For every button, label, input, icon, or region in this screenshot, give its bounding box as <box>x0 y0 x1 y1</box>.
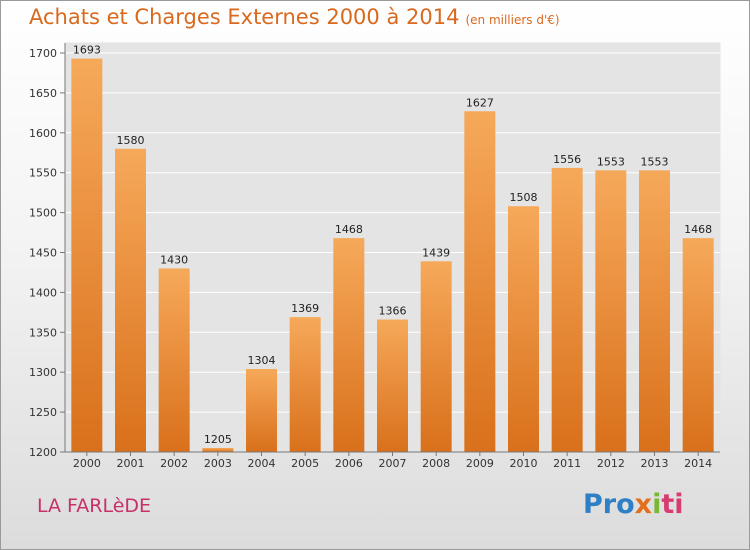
data-label: 1304 <box>248 354 276 367</box>
data-label: 1369 <box>291 302 319 315</box>
x-tick-label: 2006 <box>335 457 363 470</box>
y-tick-label: 1550 <box>29 167 57 180</box>
x-tick-label: 2002 <box>160 457 188 470</box>
bar <box>682 238 714 452</box>
y-tick-label: 1250 <box>29 406 57 419</box>
data-label: 1468 <box>684 223 712 236</box>
bar <box>71 58 103 452</box>
x-tick-label: 2011 <box>553 457 581 470</box>
data-label: 1580 <box>117 134 145 147</box>
x-tick-label: 2010 <box>510 457 538 470</box>
data-label: 1430 <box>160 253 188 266</box>
data-label: 1553 <box>641 155 669 168</box>
data-label: 1627 <box>466 96 494 109</box>
bar <box>551 167 583 453</box>
logo-part: i <box>652 489 662 520</box>
chart-title-text: Achats et Charges Externes 2000 à 2014 <box>29 5 460 29</box>
y-axis: 1200 1250 1300 1350 1400 1450 1500 1550 1600 1650… <box>29 43 66 459</box>
proxiti-logo: Proxiti <box>583 489 684 520</box>
bar <box>246 369 277 452</box>
x-tick-label: 2007 <box>379 457 407 470</box>
y-tick-label: 1700 <box>29 47 57 60</box>
bar <box>115 148 146 452</box>
bar <box>377 319 408 452</box>
y-tick-label: 1300 <box>29 366 57 379</box>
x-tick-label: 2014 <box>684 457 712 470</box>
chart-subtitle: (en milliers d'€) <box>465 13 560 27</box>
bars <box>71 58 714 453</box>
bar <box>333 238 365 452</box>
x-tick-label: 2000 <box>73 457 101 470</box>
data-label: 1468 <box>335 223 363 236</box>
data-label: 1556 <box>553 153 581 166</box>
y-tick-label: 1650 <box>29 87 57 100</box>
bar <box>158 268 190 452</box>
data-label: 1205 <box>204 433 232 446</box>
y-tick-label: 1400 <box>29 286 57 299</box>
x-tick-label: 2005 <box>291 457 319 470</box>
town-name: LA FARLèDE <box>37 495 152 517</box>
logo-part: x <box>634 489 653 520</box>
data-label: 1693 <box>73 44 101 57</box>
data-label: 1366 <box>379 305 407 318</box>
bar <box>289 317 321 452</box>
logo-part: Pro <box>583 489 635 520</box>
y-tick-label: 1350 <box>29 326 57 339</box>
x-tick-label: 2012 <box>597 457 625 470</box>
y-tick-label: 1200 <box>29 446 57 459</box>
data-label: 1439 <box>422 246 450 259</box>
x-tick-label: 2004 <box>248 457 276 470</box>
bar <box>595 170 627 452</box>
y-tick-label: 1600 <box>29 127 57 140</box>
logo-part: ti <box>661 489 684 520</box>
x-tick-label: 2003 <box>204 457 232 470</box>
chart-title: Achats et Charges Externes 2000 à 2014 (e… <box>29 5 560 29</box>
bar <box>639 170 670 452</box>
x-axis: 2000 2001 2002 2003 2004 2005 2006 2007 2008 2009… <box>65 451 720 470</box>
bar <box>420 261 452 452</box>
x-tick-label: 2013 <box>641 457 669 470</box>
bar <box>202 448 234 452</box>
x-tick-label: 2009 <box>466 457 494 470</box>
data-label: 1553 <box>597 155 625 168</box>
y-tick-label: 1450 <box>29 247 57 260</box>
data-labels: 1693 1580 1430 1205 1304 1369 1468 1366 1439 1627… <box>73 44 712 446</box>
bar <box>464 111 496 452</box>
x-tick-label: 2001 <box>117 457 145 470</box>
y-tick-label: 1500 <box>29 207 57 220</box>
data-label: 1508 <box>510 191 538 204</box>
x-tick-label: 2008 <box>422 457 450 470</box>
bar <box>508 206 539 452</box>
